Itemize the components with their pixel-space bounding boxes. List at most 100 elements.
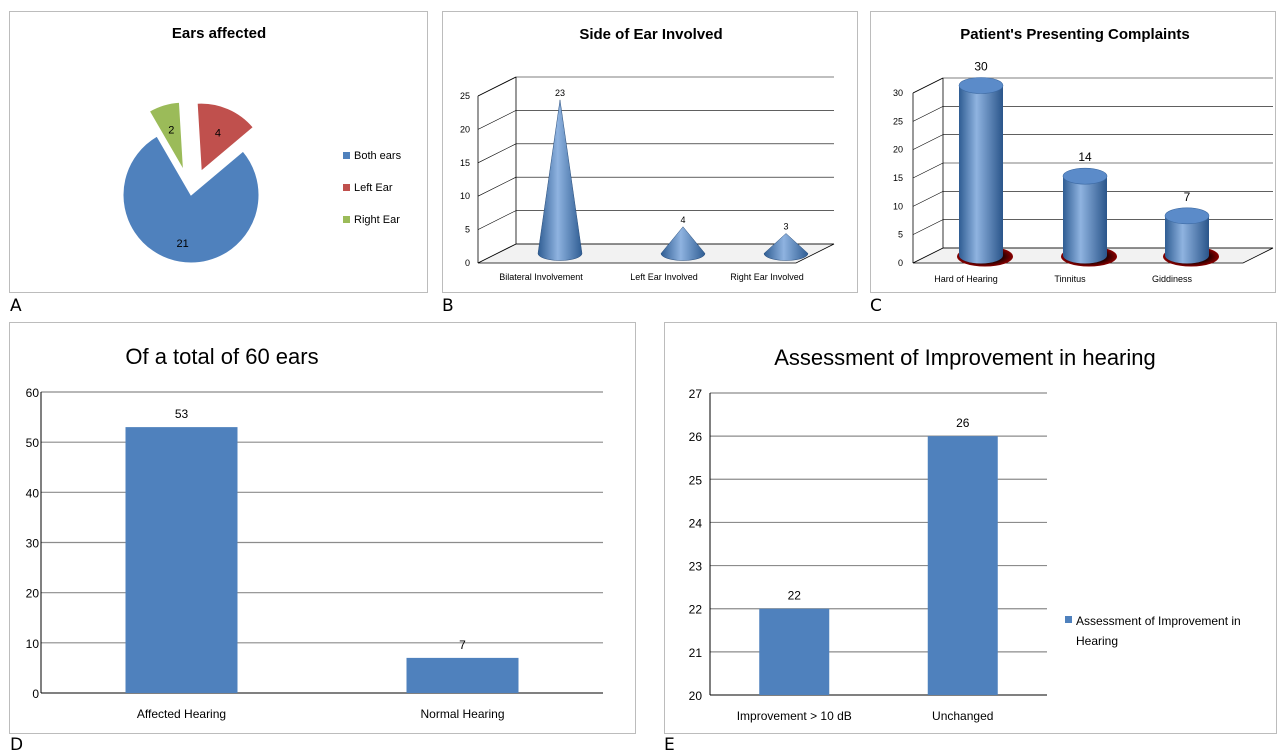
chart-b-gridline-side bbox=[477, 143, 517, 164]
chart-d-xtick: Affected Hearing bbox=[137, 707, 226, 721]
chart-e-bar bbox=[927, 436, 998, 695]
chart-d-ytick: 0 bbox=[32, 687, 39, 701]
pie-slice-left-ear bbox=[196, 102, 254, 173]
chart-c-data-label: 14 bbox=[1078, 150, 1092, 164]
chart-b-data-label: 23 bbox=[555, 88, 565, 98]
chart-d-xtick: Normal Hearing bbox=[420, 707, 504, 721]
chart-c-gridline-side bbox=[912, 247, 944, 264]
cylinder-bar bbox=[1165, 215, 1209, 264]
legend-label-left-ear: Left Ear bbox=[354, 182, 393, 194]
cone-bar bbox=[763, 233, 809, 261]
cylinder-top bbox=[1164, 207, 1210, 225]
chart-b-gridline-side bbox=[477, 76, 517, 97]
chart-d-ytick: 30 bbox=[26, 537, 40, 551]
chart-e-svg: Assessment of Improvement in hearing 20 21… bbox=[689, 345, 1241, 723]
chart-c-svg: Patient's Presenting Complaints 0 5 10 15 20 2… bbox=[893, 26, 1274, 284]
chart-c-xtick: Hard of Hearing bbox=[934, 274, 998, 284]
chart-c-xtick: Tinnitus bbox=[1054, 274, 1086, 284]
panel-label-e: E bbox=[664, 735, 675, 755]
legend-swatch-both-ears bbox=[343, 152, 350, 159]
chart-e-ytick: 27 bbox=[689, 387, 703, 401]
panel-label-a: A bbox=[10, 296, 22, 316]
chart-b-svg: Side of Ear Involved 0 5 10 15 20 25 23 Bilatera… bbox=[460, 26, 835, 282]
pie-slice-right-ear bbox=[148, 101, 184, 171]
cylinder-top bbox=[958, 77, 1004, 94]
chart-b-data-label: 3 bbox=[783, 221, 788, 231]
chart-c-xtick: Giddiness bbox=[1152, 274, 1193, 284]
chart-e-data-label: 22 bbox=[788, 589, 802, 603]
chart-c-title: Patient's Presenting Complaints bbox=[960, 26, 1189, 43]
cylinder-bar bbox=[1063, 176, 1107, 264]
chart-e-ytick: 24 bbox=[689, 516, 703, 530]
legend-swatch-right-ear bbox=[343, 216, 350, 223]
chart-a-title: Ears affected bbox=[172, 25, 266, 42]
chart-e-title: Assessment of Improvement in hearing bbox=[774, 345, 1156, 370]
chart-d-svg: Of a total of 60 ears 0 10 20 30 40 50 60 53 Affe… bbox=[26, 344, 603, 721]
chart-e-panel: Assessment of Improvement in hearing 20 21… bbox=[664, 322, 1277, 734]
chart-e-ytick: 25 bbox=[689, 473, 703, 487]
chart-c-gridline-side bbox=[912, 106, 944, 122]
panel-label-b: B bbox=[442, 296, 454, 316]
legend-label-line2: Hearing bbox=[1076, 634, 1118, 648]
chart-c-gridline-side bbox=[912, 134, 944, 150]
legend-label-line1: Assessment of Improvement in bbox=[1076, 614, 1241, 628]
chart-c-ytick: 30 bbox=[893, 88, 903, 98]
chart-c-data-label: 30 bbox=[974, 60, 988, 74]
chart-b-data-label: 4 bbox=[680, 215, 685, 225]
chart-c-ytick: 5 bbox=[898, 230, 903, 240]
chart-b-ytick: 5 bbox=[465, 225, 470, 235]
cylinder-top bbox=[1062, 167, 1108, 185]
chart-d-bar bbox=[406, 657, 519, 693]
chart-d-data-label: 7 bbox=[459, 638, 466, 652]
cone-bar bbox=[537, 99, 583, 261]
chart-d-title: Of a total of 60 ears bbox=[125, 344, 318, 369]
pie-slice-both-ears bbox=[122, 135, 260, 264]
pie-label-right-ear: 2 bbox=[168, 125, 174, 137]
chart-b-gridline-side bbox=[477, 110, 517, 130]
chart-b-xtick: Right Ear Involved bbox=[730, 272, 804, 282]
chart-e-bar bbox=[759, 608, 830, 695]
chart-d-ytick: 40 bbox=[26, 486, 40, 500]
chart-a-svg: Ears affected 2 4 21 Both ears Left Ear Right … bbox=[122, 25, 402, 264]
chart-d-ytick: 60 bbox=[26, 386, 40, 400]
chart-c-ytick: 15 bbox=[893, 173, 903, 183]
chart-c-gridline-side bbox=[912, 191, 944, 207]
chart-b-xtick: Bilateral Involvement bbox=[499, 272, 583, 282]
chart-b-gridline-side bbox=[477, 243, 517, 264]
panel-label-c: C bbox=[870, 296, 882, 316]
legend-swatch bbox=[1065, 616, 1072, 623]
cone-bar bbox=[660, 226, 706, 261]
chart-c-ytick: 25 bbox=[893, 116, 903, 126]
chart-d-ytick: 50 bbox=[26, 436, 40, 450]
chart-e-ytick: 22 bbox=[689, 603, 703, 617]
chart-d-data-label: 53 bbox=[175, 407, 189, 421]
chart-e-ytick: 26 bbox=[689, 430, 703, 444]
legend-label-right-ear: Right Ear bbox=[354, 214, 400, 226]
chart-c-panel: Patient's Presenting Complaints 0 5 10 15 20 2… bbox=[870, 11, 1276, 293]
chart-c-ytick: 10 bbox=[893, 201, 903, 211]
chart-e-ytick: 21 bbox=[689, 646, 703, 660]
chart-d-ytick: 20 bbox=[26, 587, 40, 601]
chart-c-gridline-side bbox=[912, 77, 944, 94]
chart-b-panel: Side of Ear Involved 0 5 10 15 20 25 23 Bilatera… bbox=[442, 11, 858, 293]
chart-e-xtick: Improvement > 10 dB bbox=[737, 709, 852, 723]
chart-b-title: Side of Ear Involved bbox=[579, 26, 722, 43]
chart-c-gridline-side bbox=[912, 162, 944, 179]
chart-b-gridline-side bbox=[477, 210, 517, 230]
chart-d-panel: Of a total of 60 ears 0 10 20 30 40 50 60 53 Affe… bbox=[9, 322, 636, 734]
chart-c-gridline-side bbox=[912, 219, 944, 235]
chart-b-ytick: 25 bbox=[460, 91, 470, 101]
panel-label-d: D bbox=[10, 735, 24, 755]
chart-b-ytick: 0 bbox=[465, 258, 470, 268]
chart-c-ytick: 20 bbox=[893, 145, 903, 155]
chart-b-ytick: 15 bbox=[460, 158, 470, 168]
chart-d-bar bbox=[125, 427, 238, 693]
pie-label-both-ears: 21 bbox=[176, 238, 188, 250]
chart-b-gridline-side bbox=[477, 176, 517, 197]
pie-label-left-ear: 4 bbox=[215, 127, 221, 139]
chart-e-ytick: 23 bbox=[689, 560, 703, 574]
legend-label-both-ears: Both ears bbox=[354, 150, 402, 162]
chart-b-ytick: 20 bbox=[460, 124, 470, 134]
chart-d-ytick: 10 bbox=[26, 637, 40, 651]
chart-c-ytick: 0 bbox=[898, 258, 903, 268]
